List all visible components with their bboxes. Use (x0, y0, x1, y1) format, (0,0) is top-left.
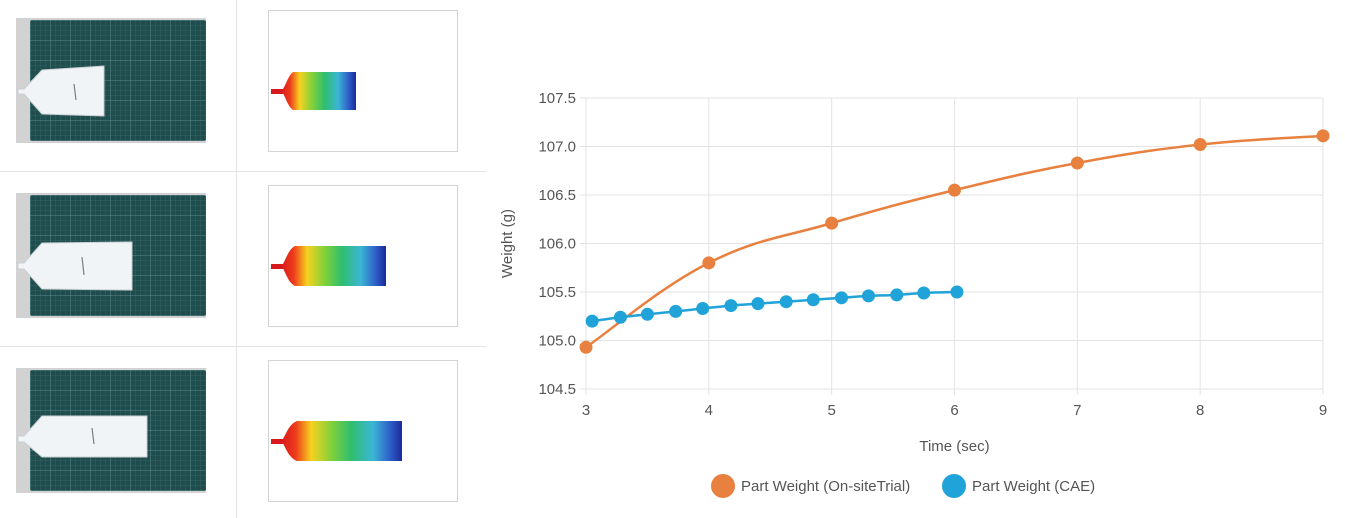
y-tick-labels: 107.5 107.0 106.5 106.0 105.5 105.0 104.5 (538, 90, 576, 398)
row-divider (0, 171, 486, 172)
y-tick-label: 106.5 (538, 187, 576, 204)
data-point (1070, 156, 1084, 170)
y-tick-label: 107.0 (538, 139, 576, 156)
legend-label: Part Weight (CAE) (972, 477, 1096, 495)
fill-contour (271, 421, 402, 461)
series (579, 129, 1330, 354)
data-point (702, 256, 716, 270)
data-point (640, 307, 654, 321)
data-point (751, 297, 765, 311)
data-point (779, 295, 793, 309)
data-point (669, 304, 683, 318)
fill-contour (271, 246, 386, 286)
data-point (579, 340, 593, 354)
data-point (1316, 129, 1330, 143)
data-point (948, 183, 961, 197)
y-tick-label: 104.5 (538, 381, 576, 398)
x-tick-labels: 3 4 5 6 7 8 9 (582, 402, 1327, 419)
legend-swatch-orange (711, 474, 735, 498)
weight-chart: 107.5 107.0 106.5 106.0 105.5 105.0 104.5 3 4 5 6… (499, 90, 1330, 455)
molded-part (17, 241, 133, 291)
molded-part (17, 65, 105, 117)
x-axis-label: Time (sec) (919, 438, 989, 455)
data-point (834, 291, 848, 305)
data-point (724, 299, 738, 313)
molded-part (17, 415, 148, 458)
y-tick-label: 105.5 (538, 284, 576, 301)
trial-photo-3 (16, 368, 206, 493)
fill-contour (271, 72, 356, 110)
legend-item-cae[interactable]: Part Weight (CAE) (942, 474, 1095, 498)
data-point (862, 289, 876, 303)
data-point (585, 314, 599, 328)
x-tick-label: 3 (582, 402, 590, 419)
data-point (806, 293, 820, 307)
data-point (950, 285, 964, 299)
x-tick-label: 5 (827, 402, 835, 419)
trial-photo-2 (16, 193, 206, 318)
simulation-panel-1 (268, 10, 458, 152)
simulation-panel-2 (268, 185, 458, 327)
data-point (917, 286, 931, 300)
legend-item-on-site-trial[interactable]: Part Weight (On-siteTrial) (711, 474, 910, 498)
data-point (613, 310, 627, 324)
x-tick-label: 4 (705, 402, 713, 419)
cutting-mat (30, 20, 206, 141)
series-cae (585, 285, 964, 328)
data-point (825, 216, 839, 230)
y-tick-label: 105.0 (538, 333, 576, 350)
y-axis-label: Weight (g) (499, 209, 516, 278)
x-tick-label: 6 (950, 402, 958, 419)
simulation-panel-3 (268, 360, 458, 502)
row-divider (0, 346, 486, 347)
trial-photo-1 (16, 18, 206, 143)
y-tick-label: 106.0 (538, 236, 576, 253)
x-tick-label: 8 (1196, 402, 1204, 419)
y-tick-label: 107.5 (538, 90, 576, 107)
chart-legend: Part Weight (On-siteTrial) Part Weight (… (0, 474, 1345, 502)
legend-label: Part Weight (On-siteTrial) (741, 477, 911, 495)
data-point (890, 288, 904, 302)
data-point (696, 301, 710, 315)
x-tick-label: 9 (1319, 402, 1327, 419)
series-on-site-trial (579, 129, 1330, 354)
x-tick-label: 7 (1073, 402, 1081, 419)
column-divider (236, 0, 237, 518)
legend-swatch-blue (942, 474, 966, 498)
data-point (1193, 138, 1207, 152)
